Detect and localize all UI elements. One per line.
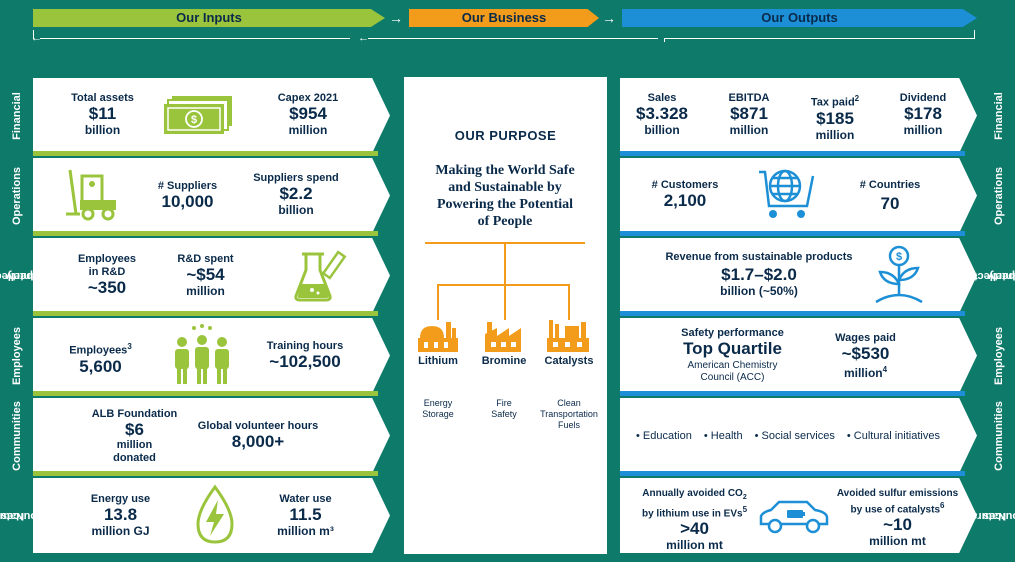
business-header: Our Business — [409, 9, 599, 27]
outputs-communities-row — [620, 398, 977, 473]
total-assets: Total assets $11 billion — [71, 92, 134, 137]
forklift-icon — [66, 169, 116, 221]
row-divider — [33, 151, 378, 156]
return-line-tick — [33, 30, 34, 39]
side-label-employees: Employees — [11, 326, 23, 385]
purpose-underline — [425, 242, 585, 244]
ebitda: EBITDA $871 million — [728, 92, 770, 137]
initiative-item: • Social services — [754, 430, 835, 442]
customers: # Customers 2,100 — [651, 179, 719, 210]
arrow-right-icon: → — [602, 10, 616, 26]
outputs-operations-row — [620, 158, 977, 233]
sustainable-revenue: Revenue from sustainable products $1.7–$… — [665, 251, 853, 298]
inputs-operations-row — [33, 158, 390, 233]
row-divider — [620, 311, 965, 316]
capex: Capex 2021 $954 million — [277, 92, 339, 137]
safety-performance: Safety performance Top Quartile American… — [681, 327, 784, 383]
svg-text:$: $ — [896, 251, 902, 263]
outputs-financial-row — [620, 78, 977, 153]
bromine-factory-icon — [485, 322, 521, 352]
electric-car-icon — [759, 500, 829, 534]
row-divider — [620, 471, 965, 476]
energy-drop-icon — [196, 484, 234, 544]
countries: # Countries 70 — [859, 179, 921, 213]
catalysts-plant-icon — [547, 320, 589, 352]
money-plant-icon: $ — [875, 245, 923, 304]
suppliers-count: # Suppliers 10,000 — [157, 180, 218, 211]
globe-cart-icon — [759, 169, 815, 218]
sales: Sales $3.328 billion — [636, 92, 688, 137]
initiative-item: • Education — [636, 430, 692, 442]
inputs-communities-row — [33, 398, 390, 473]
arrow-right-icon: → — [389, 10, 403, 26]
return-arrow-icon: ← — [358, 32, 369, 44]
volunteer-hours: Global volunteer hours 8,000+ — [197, 420, 319, 451]
tax-paid: Tax paid2 $185 million — [810, 94, 860, 142]
rd-employees: Employees in R&D ~350 — [77, 253, 137, 297]
avoided-co2: Annually avoided CO2 by lithium use in E… — [641, 488, 748, 553]
side-label-communities: Communities — [993, 400, 1005, 471]
initiative-item: • Cultural initiatives — [846, 430, 940, 442]
people-group-icon — [175, 324, 229, 384]
purpose-title: OUR PURPOSE — [454, 128, 557, 143]
alb-foundation: ALB Foundation $6 million donated — [91, 408, 178, 464]
avoided-sulfur: Avoided sulfur emissions by use of catal… — [836, 488, 959, 549]
employees-count: Employees3 5,600 — [69, 342, 132, 376]
connector-line — [504, 284, 506, 320]
initiative-item: • Health — [703, 430, 743, 442]
return-line — [664, 38, 974, 39]
side-label-intellectual-property: IntellectualProperty — [958, 269, 1015, 282]
row-divider — [33, 471, 378, 476]
return-arrow-icon: ← — [31, 32, 42, 44]
community-initiatives: • Education • Health • Social services •… — [636, 430, 976, 442]
purpose-statement: Making the World Safe and Sustainable by… — [435, 163, 575, 229]
side-label-communities: Communities — [11, 400, 23, 471]
side-label-employees: Employees — [993, 326, 1005, 385]
row-divider — [33, 231, 378, 236]
side-label-intellectual-property: IntellectualProperty — [0, 269, 52, 282]
return-line-tick — [664, 38, 665, 42]
unit-use: Fire Safety — [491, 398, 517, 419]
inputs-header: Our Inputs — [33, 9, 385, 27]
dividend: Dividend $178 million — [899, 92, 947, 137]
connector-line — [568, 284, 570, 320]
return-line — [40, 38, 350, 39]
connector-line — [504, 244, 506, 284]
row-divider — [33, 311, 378, 316]
outputs-header: Our Outputs — [622, 9, 977, 27]
row-divider — [33, 391, 378, 396]
side-label-financial: Financial — [993, 91, 1005, 140]
lithium-plant-icon — [418, 322, 458, 352]
wages-paid: Wages paid ~$530 million4 — [835, 332, 896, 380]
side-label-natural-resources: NaturalResources — [0, 509, 58, 522]
unit-name: Bromine — [481, 355, 527, 367]
side-label-operations: Operations — [993, 166, 1006, 225]
unit-use: Energy Storage — [422, 398, 454, 419]
connector-line — [437, 284, 439, 320]
row-divider — [620, 391, 965, 396]
return-line — [368, 38, 658, 39]
svg-text:$: $ — [191, 114, 197, 126]
suppliers-spend: Suppliers spend $2.2 billion — [253, 172, 339, 217]
money-icon: $ — [164, 96, 232, 134]
outputs-employees-row — [620, 318, 977, 393]
side-label-natural-resources: NaturalResources — [968, 509, 1015, 522]
connector-line — [437, 284, 570, 286]
row-divider — [620, 151, 965, 156]
unit-name: Lithium — [418, 355, 458, 367]
water-use: Water use 11.5 million m³ — [277, 493, 334, 538]
inputs-employees-row — [33, 318, 390, 393]
side-label-financial: Financial — [11, 91, 23, 140]
flask-icon — [294, 250, 347, 302]
side-label-operations: Operations — [11, 166, 24, 225]
energy-use: Energy use 13.8 million GJ — [90, 493, 151, 538]
unit-use: Clean Transportation Fuels — [540, 398, 598, 430]
training-hours: Training hours ~102,500 — [266, 340, 344, 371]
return-line-tick — [974, 30, 975, 39]
rd-spent: R&D spent ~$54 million — [177, 253, 234, 298]
row-divider — [620, 231, 965, 236]
unit-name: Catalysts — [544, 355, 594, 367]
